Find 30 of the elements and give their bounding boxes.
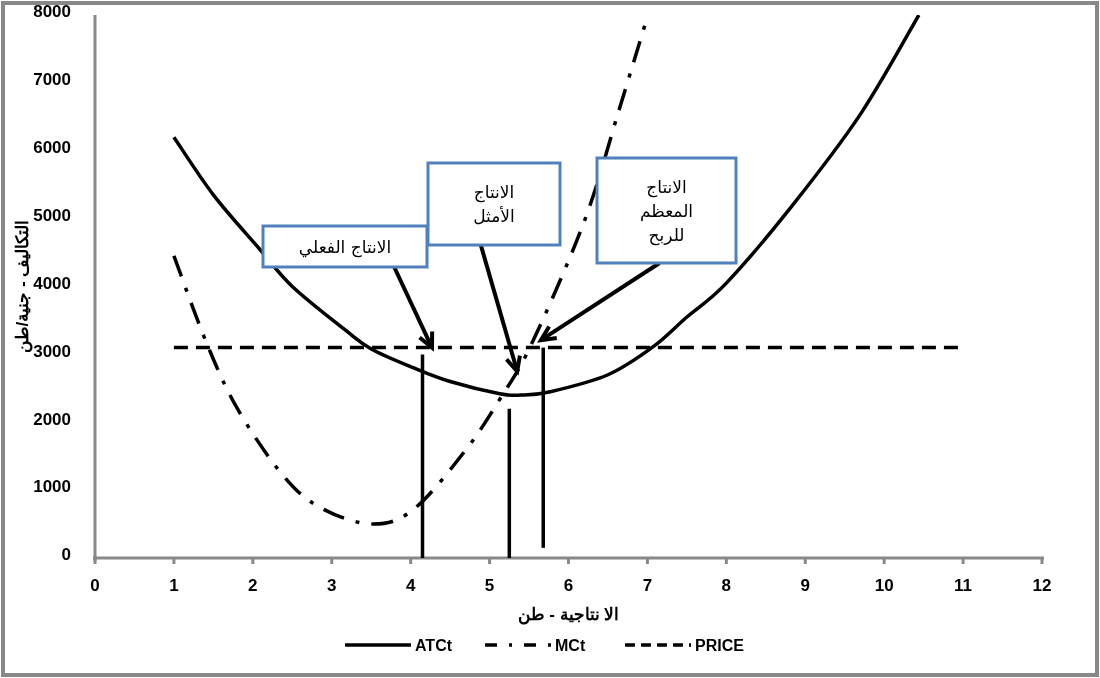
- x-tick-label: 9: [800, 576, 810, 595]
- annotation: الانتاج الأمثل: [473, 182, 515, 226]
- legend-label: MCt: [555, 637, 586, 654]
- x-tick-label: 12: [1032, 576, 1052, 595]
- x-tick-label: 5: [484, 576, 495, 595]
- x-tick-label: 3: [327, 576, 337, 595]
- y-tick-label: 6000: [33, 138, 71, 158]
- y-tick-label: 2000: [33, 409, 71, 429]
- y-tick-label: 8000: [33, 2, 71, 22]
- y-tick-label: 5000: [33, 205, 71, 225]
- y-tick-label: 7000: [33, 70, 71, 90]
- annotation: الانتاج الفعلي: [298, 236, 392, 258]
- x-tick-label: 6: [563, 576, 574, 595]
- legend-label: ATCt: [415, 637, 453, 654]
- x-tick-label: 2: [248, 576, 258, 595]
- x-tick-label: 11: [954, 576, 973, 595]
- y-tick-label: 1000: [33, 477, 71, 497]
- y-tick-label: 3000: [33, 341, 71, 361]
- x-tick-label: 4: [405, 576, 416, 595]
- y-axis-title: التكاليف - جنية/طن: [13, 219, 33, 354]
- y-tick-label: 4000: [33, 273, 71, 293]
- x-tick-label: 10: [874, 576, 894, 595]
- x-axis-title: الا نتاجية - طن: [517, 605, 620, 625]
- legend-label: PRICE: [695, 637, 745, 654]
- annotation: الانتاج المعظم للربح: [639, 176, 694, 246]
- x-tick-label: 1: [169, 576, 179, 595]
- x-tick-label: 7: [642, 576, 653, 595]
- x-tick-label: 8: [721, 576, 732, 595]
- x-tick-label: 0: [90, 576, 100, 595]
- y-tick-label: 0: [61, 545, 71, 565]
